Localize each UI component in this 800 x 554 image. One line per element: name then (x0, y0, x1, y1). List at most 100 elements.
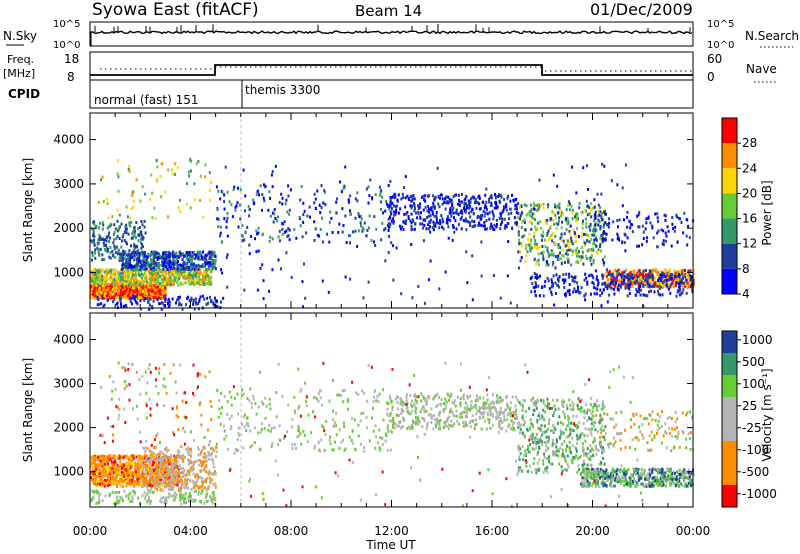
heatmap-cell (435, 220, 438, 224)
heatmap-cell (549, 253, 552, 257)
heatmap-cell (223, 217, 226, 221)
heatmap-cell (462, 219, 465, 223)
heatmap-cell (130, 295, 133, 299)
heatmap-cell (182, 262, 185, 266)
heatmap-cell (151, 293, 154, 297)
heatmap-cell (140, 468, 143, 472)
heatmap-cell (299, 198, 302, 202)
heatmap-cell (552, 284, 554, 288)
heatmap-cell (602, 225, 605, 229)
heatmap-cell (134, 283, 137, 287)
heatmap-cell (668, 278, 671, 282)
heatmap-cell (453, 216, 455, 220)
heatmap-cell (286, 234, 289, 238)
heatmap-cell (605, 232, 608, 236)
heatmap-cell (220, 240, 223, 244)
heatmap-cell (471, 208, 474, 212)
heatmap-cell (159, 281, 162, 285)
heatmap-cell (413, 197, 416, 201)
heatmap-cell (192, 300, 195, 304)
heatmap-cell (162, 272, 165, 276)
heatmap-cell (646, 294, 649, 298)
heatmap-cell (156, 258, 159, 261)
heatmap-cell (128, 170, 131, 174)
heatmap-cell (199, 252, 202, 256)
heatmap-cell (246, 225, 249, 229)
heatmap-cell (137, 271, 140, 274)
heatmap-cell (601, 276, 604, 280)
heatmap-cell (166, 267, 169, 271)
heatmap-cell (129, 260, 131, 264)
heatmap-cell (646, 282, 649, 286)
heatmap-cell (111, 249, 114, 253)
heatmap-cell (384, 227, 387, 231)
heatmap-cell (378, 185, 381, 189)
heatmap-cell (525, 254, 528, 258)
heatmap-cell (121, 263, 124, 267)
heatmap-cell (169, 275, 172, 279)
heatmap-cell (213, 297, 216, 301)
heatmap-cell (666, 274, 669, 278)
heatmap-cell (189, 280, 192, 284)
heatmap-cell (608, 270, 611, 273)
heatmap-cell (511, 193, 513, 197)
heatmap-cell (387, 222, 390, 226)
heatmap-cell (102, 280, 105, 284)
heatmap-cell (389, 197, 392, 201)
heatmap-cell (131, 236, 134, 240)
heatmap-cell (110, 471, 113, 475)
heatmap-cell (225, 219, 228, 223)
heatmap-cell (100, 237, 103, 241)
heatmap-cell (153, 259, 155, 263)
heatmap-cell (112, 254, 114, 258)
heatmap-cell (571, 211, 574, 215)
heatmap-cell (105, 243, 107, 247)
heatmap-cell (157, 266, 160, 269)
heatmap-cell (121, 295, 124, 299)
heatmap-cell (109, 271, 112, 275)
heatmap-cell (194, 257, 197, 261)
heatmap-cell (164, 299, 167, 303)
heatmap-cell (386, 205, 389, 208)
heatmap-cell (536, 259, 539, 263)
heatmap-cell (442, 227, 445, 231)
heatmap-cell (158, 289, 161, 293)
heatmap-cell (113, 274, 116, 278)
heatmap-cell (661, 293, 664, 297)
heatmap-cell (527, 243, 530, 247)
heatmap-cell (208, 264, 211, 268)
heatmap-cell (552, 261, 555, 264)
heatmap-cell (574, 215, 576, 219)
heatmap-cell (471, 219, 474, 223)
heatmap-cell (589, 248, 592, 252)
heatmap-cell (533, 257, 536, 261)
heatmap-cell (535, 273, 538, 277)
heatmap-cell (103, 238, 106, 242)
heatmap-cell (465, 204, 468, 207)
heatmap-cell (458, 203, 461, 207)
heatmap-cell (179, 263, 182, 267)
heatmap-cell (424, 194, 427, 198)
heatmap-cell (592, 259, 595, 262)
heatmap-cell (482, 224, 485, 228)
heatmap-cell (441, 225, 444, 229)
heatmap-cell (619, 285, 622, 289)
heatmap-cell (667, 272, 670, 276)
heatmap-cell (675, 281, 678, 285)
heatmap-cell (175, 301, 177, 305)
heatmap-cell (651, 274, 654, 278)
heatmap-cell (368, 226, 370, 230)
heatmap-cell (106, 277, 109, 281)
heatmap-cell (515, 205, 518, 209)
heatmap-cell (427, 223, 430, 226)
heatmap-cell (595, 221, 598, 225)
heatmap-cell (120, 304, 123, 308)
heatmap-cell (140, 282, 143, 286)
heatmap-cell (152, 284, 155, 288)
heatmap-cell (618, 279, 621, 282)
heatmap-cell (617, 268, 620, 272)
heatmap-cell (91, 454, 94, 458)
heatmap-cell (175, 252, 177, 256)
heatmap-cell (163, 254, 166, 258)
heatmap-cell (645, 268, 647, 272)
